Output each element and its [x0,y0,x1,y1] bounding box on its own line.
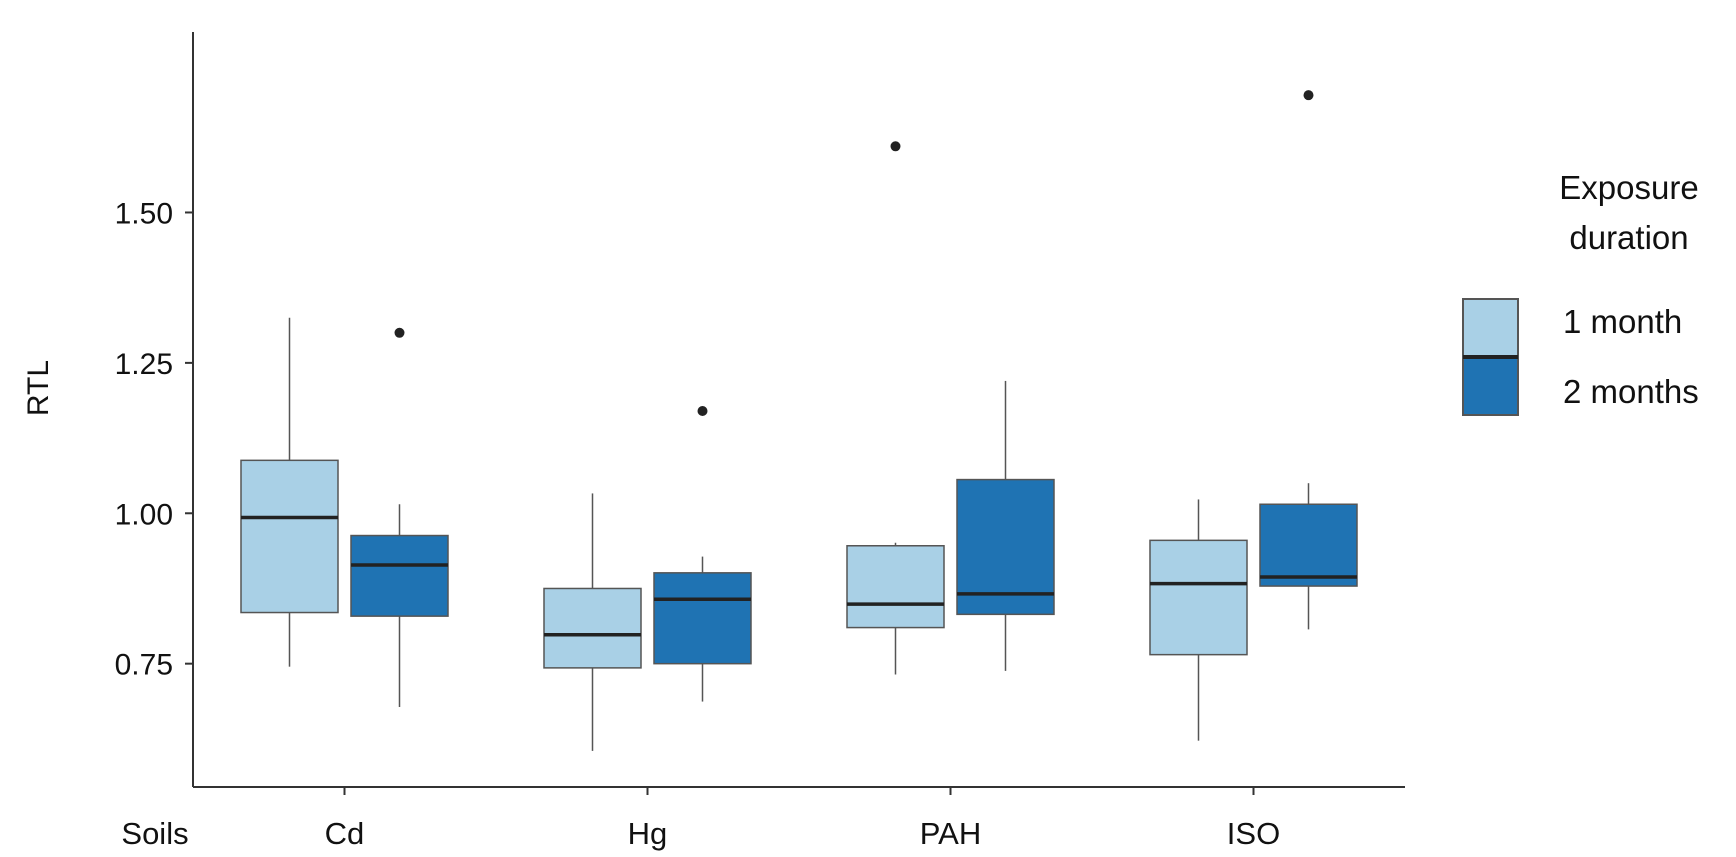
y-axis-title: RTL [22,360,55,416]
box-iso-2-months [1259,90,1358,630]
box-pah-1-month [846,141,945,675]
x-tick-label-iso: ISO [1227,816,1280,851]
y-tick-label: 1.50 [115,197,173,230]
x-tick-label-cd: Cd [325,816,365,851]
legend-title-line-2: duration [1569,219,1688,256]
y-ticks: 0.75 1.00 1.25 1.50 [115,197,193,682]
box-iqr [956,478,1055,616]
boxes [240,90,1358,751]
outlier-point [890,141,901,152]
box-iqr [543,587,642,669]
legend-title-line-1: Exposure [1559,169,1698,206]
legend-swatch-1-month [1462,298,1519,358]
box-iqr [1259,503,1358,587]
legend-label-1-month: 1 month [1563,303,1682,340]
legend: Exposure duration 1 month 2 months [1462,169,1699,416]
box-cd-1-month [240,317,339,667]
axes [192,32,1405,788]
outlier-point [697,406,708,417]
y-tick-label: 0.75 [115,649,173,682]
x-tick-label-hg: Hg [628,816,668,851]
x-tick-label-pah: PAH [920,816,981,851]
y-tick-label: 1.25 [115,348,173,381]
outlier-point [1303,90,1314,101]
box-iqr [350,534,449,617]
box-hg-1-month [543,493,642,751]
legend-label-2-months: 2 months [1563,373,1699,410]
box-iqr [1149,539,1248,656]
box-cd-2-months [350,327,449,707]
box-iso-1-month [1149,499,1248,741]
outlier-point [394,327,405,338]
x-axis-title: Soils [121,816,188,851]
legend-swatch-2-months [1462,356,1519,416]
box-iqr [240,459,339,614]
y-tick-label: 1.00 [115,498,173,531]
x-ticks: Cd Hg PAH ISO [325,787,1280,851]
box-pah-2-months [956,380,1055,671]
box-hg-2-months [653,406,752,702]
box-iqr [653,572,752,665]
box-iqr [846,545,945,629]
